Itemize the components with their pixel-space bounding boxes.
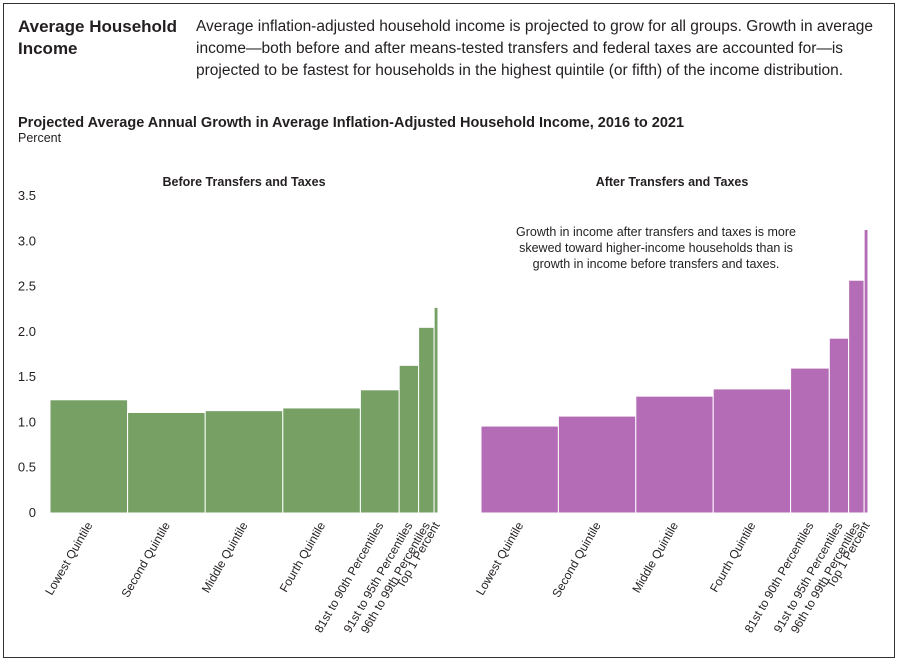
x-tick-label: Middle Quintile [199, 519, 251, 595]
y-tick-label: 0 [29, 505, 36, 520]
bar [712, 388, 792, 514]
bar [557, 415, 637, 514]
bar [282, 407, 361, 514]
panel-title: Before Transfers and Taxes [162, 175, 325, 189]
bar [790, 367, 830, 514]
chart-annotation: Growth in income after transfers and tax… [516, 225, 796, 271]
y-tick-label: 1.0 [18, 414, 36, 429]
x-tick-label: Lowest Quintile [42, 519, 95, 597]
bar [828, 337, 850, 514]
figure-frame [3, 3, 895, 658]
bar [127, 411, 206, 514]
header-title: Average Household Income [18, 17, 178, 58]
y-tick-label: 3.0 [18, 233, 36, 248]
bar [204, 410, 284, 514]
bar [49, 399, 129, 514]
bar [480, 425, 559, 514]
panel-title: After Transfers and Taxes [596, 175, 749, 189]
chart-unit: Percent [18, 131, 62, 145]
bar [848, 279, 865, 514]
y-tick-label: 2.5 [18, 279, 36, 294]
x-tick-label: Middle Quintile [629, 519, 681, 595]
header-description: Average inflation-adjusted household inc… [196, 18, 873, 79]
chart-title: Projected Average Annual Growth in Avera… [18, 115, 685, 131]
y-tick-label: 0.5 [18, 460, 36, 475]
bar [398, 364, 420, 514]
y-tick-label: 3.5 [18, 188, 36, 203]
bar [863, 229, 869, 514]
bar [433, 306, 439, 514]
x-tick-label: Second Quintile [119, 519, 174, 600]
y-tick-label: 2.0 [18, 324, 36, 339]
bar [635, 395, 714, 514]
bar [359, 389, 400, 514]
bar [418, 326, 435, 514]
x-tick-label: Fourth Quintile [707, 519, 759, 594]
x-tick-label: Second Quintile [549, 519, 604, 600]
x-tick-label: Fourth Quintile [277, 519, 329, 594]
y-tick-label: 1.5 [18, 369, 36, 384]
x-tick-label: Lowest Quintile [473, 519, 526, 597]
